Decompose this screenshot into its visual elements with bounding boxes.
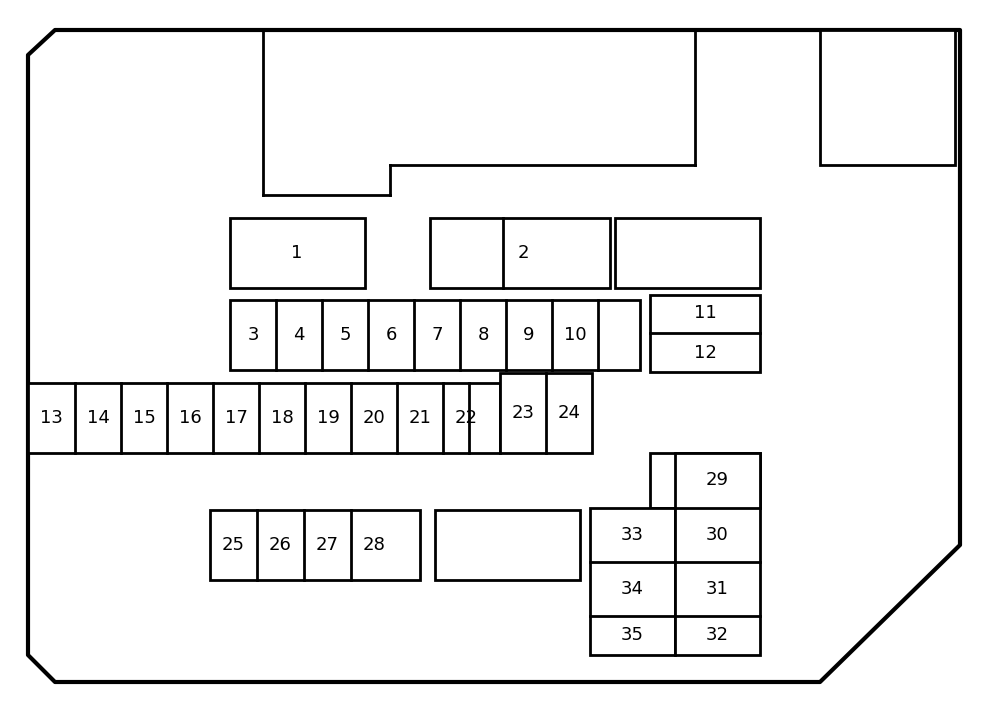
Text: 33: 33 [620,526,643,544]
Text: 26: 26 [268,536,291,554]
Text: 23: 23 [511,404,534,422]
Text: 7: 7 [432,326,443,344]
Bar [615,218,760,288]
Bar [210,510,420,580]
Text: 20: 20 [363,409,386,427]
Text: 30: 30 [706,526,729,544]
Text: 17: 17 [224,409,247,427]
Text: 22: 22 [455,409,478,427]
Text: 27: 27 [315,536,339,554]
Text: 10: 10 [563,326,586,344]
Bar [435,510,580,580]
Text: 1: 1 [291,244,303,262]
Text: 11: 11 [694,304,717,322]
Bar [430,218,610,288]
Bar [650,295,760,372]
Bar [28,383,500,453]
Bar [675,453,760,655]
Text: 4: 4 [293,326,305,344]
Text: 31: 31 [706,580,729,598]
Text: 9: 9 [523,326,534,344]
Text: 8: 8 [478,326,489,344]
Text: 18: 18 [270,409,293,427]
Text: 3: 3 [247,326,259,344]
Text: 16: 16 [178,409,201,427]
Bar [590,508,675,655]
Text: 28: 28 [363,536,386,554]
Text: 6: 6 [385,326,397,344]
Text: 32: 32 [706,626,729,644]
Text: 24: 24 [557,404,580,422]
Text: 12: 12 [694,344,717,362]
Bar [230,300,640,370]
Text: 14: 14 [87,409,110,427]
Text: 25: 25 [221,536,244,554]
Text: 21: 21 [409,409,432,427]
Bar [820,30,955,165]
Polygon shape [28,30,960,682]
Text: 19: 19 [317,409,339,427]
Text: 29: 29 [706,471,729,489]
Bar [650,453,760,508]
Bar [500,373,592,453]
Text: 34: 34 [620,580,643,598]
Text: 15: 15 [133,409,156,427]
Text: 35: 35 [620,626,643,644]
Text: 2: 2 [517,244,528,262]
Text: 13: 13 [40,409,63,427]
Text: 5: 5 [339,326,351,344]
Bar [230,218,365,288]
